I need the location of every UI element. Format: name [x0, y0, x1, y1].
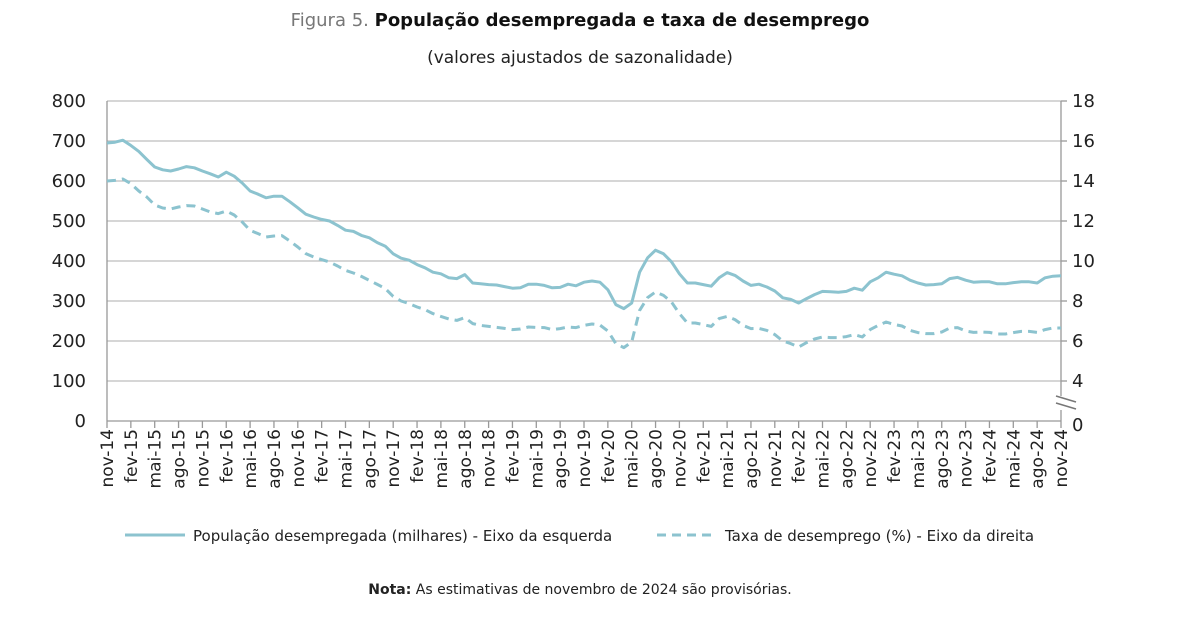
y-left-tick-label: 500 [52, 211, 86, 232]
y-right-tick-label: 8 [1072, 291, 1083, 312]
x-tick-label: ago-23 [933, 429, 953, 489]
x-tick-label: ago-24 [1028, 429, 1048, 489]
y-left-tick-label: 600 [52, 171, 86, 192]
x-tick-label: fev-24 [980, 429, 1000, 483]
y-right-tick-label: 14 [1072, 171, 1095, 192]
x-tick-label: ago-22 [837, 429, 857, 489]
x-tick-label: nov-20 [670, 429, 690, 488]
x-tick-label: nov-19 [575, 429, 595, 488]
x-tick-label: ago-21 [742, 429, 762, 489]
x-tick-label: mai-24 [1004, 429, 1024, 488]
y-left-tick-label: 0 [75, 411, 86, 432]
series-line-taxa-desemprego [106, 177, 1061, 350]
x-tick-label: mai-21 [718, 429, 738, 488]
x-tick-label: ago-20 [647, 429, 667, 489]
x-tick-label: fev-21 [694, 429, 714, 483]
x-tick-label: nov-24 [1052, 429, 1072, 488]
x-tick-label: ago-15 [170, 429, 190, 489]
x-tick-label: fev-17 [313, 429, 333, 483]
x-tick-label: fev-16 [217, 429, 237, 483]
y-right-tick-label: 0 [1072, 415, 1083, 436]
x-tick-label: mai-15 [146, 429, 166, 488]
x-tick-label: fev-19 [503, 429, 523, 483]
legend-label: População desempregada (milhares) - Eixo… [193, 527, 612, 545]
x-tick-label: nov-21 [766, 429, 786, 488]
figure-label: Figura 5. [290, 10, 369, 31]
x-tick-label: ago-19 [551, 429, 571, 489]
x-tick-label: ago-17 [360, 429, 380, 489]
x-tick-label: nov-22 [861, 429, 881, 488]
x-tick-label: fev-20 [599, 429, 619, 483]
y-left-tick-label: 400 [52, 251, 86, 272]
x-tick-label: fev-23 [885, 429, 905, 483]
axis-break-mark [1055, 395, 1077, 403]
x-tick-label: nov-16 [289, 429, 309, 488]
y-left-tick-label: 700 [52, 131, 86, 152]
y-right-tick-label: 16 [1072, 131, 1095, 152]
x-tick-label: nov-23 [957, 429, 977, 488]
y-right-tick-label: 18 [1072, 91, 1095, 112]
note-text: As estimativas de novembro de 2024 são p… [415, 582, 792, 598]
y-left-tick-label: 800 [52, 91, 86, 112]
y-right-tick-label: 10 [1072, 251, 1095, 272]
y-left-tick-label: 200 [52, 331, 86, 352]
x-tick-label: nov-17 [384, 429, 404, 488]
chart-title: Figura 5. População desempregada e taxa … [0, 10, 1160, 31]
title-text: População desempregada e taxa de desempr… [374, 10, 870, 31]
x-tick-label: nov-15 [193, 429, 213, 488]
x-tick-label: mai-19 [527, 429, 547, 488]
x-tick-label: mai-17 [337, 429, 357, 488]
y-left-tick-label: 100 [52, 371, 86, 392]
y-right-tick-label: 4 [1072, 371, 1083, 392]
x-tick-label: mai-23 [909, 429, 929, 488]
chart-note: Nota: As estimativas de novembro de 2024… [0, 582, 1160, 598]
note-label: Nota: [368, 582, 412, 598]
x-tick-label: fev-22 [790, 429, 810, 483]
series-line-populacao-desempregada [106, 138, 1062, 311]
x-tick-label: nov-18 [480, 429, 500, 488]
x-tick-label: ago-18 [456, 429, 476, 489]
x-tick-label: mai-20 [623, 429, 643, 488]
axis-break-mark [1055, 402, 1077, 410]
chart-subtitle: (valores ajustados de sazonalidade) [427, 48, 733, 68]
legend-label: Taxa de desemprego (%) - Eixo da direita [724, 527, 1034, 545]
x-tick-label: ago-16 [265, 429, 285, 489]
x-tick-label: fev-15 [122, 429, 142, 483]
x-tick-label: mai-18 [432, 429, 452, 488]
y-right-tick-label: 12 [1072, 211, 1095, 232]
x-tick-label: mai-16 [241, 429, 261, 488]
x-tick-label: nov-14 [98, 429, 118, 488]
x-tick-label: mai-22 [814, 429, 834, 488]
y-right-tick-label: 6 [1072, 331, 1083, 352]
x-tick-label: fev-18 [408, 429, 428, 483]
y-left-tick-label: 300 [52, 291, 86, 312]
